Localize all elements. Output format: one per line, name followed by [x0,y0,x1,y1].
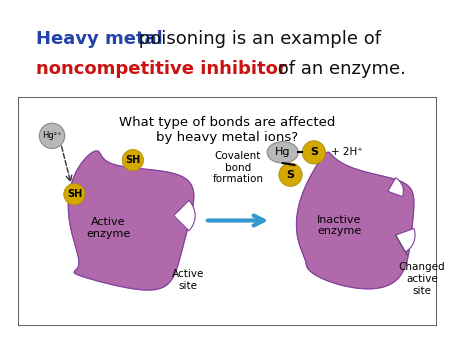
Ellipse shape [267,142,298,163]
Text: poisoning is an example of: poisoning is an example of [133,30,381,48]
Text: noncompetitive inhibitor: noncompetitive inhibitor [36,60,287,78]
Text: What type of bonds are affected
by heavy metal ions?: What type of bonds are affected by heavy… [119,116,335,144]
Text: Hg²⁺: Hg²⁺ [42,131,62,140]
Circle shape [40,123,65,148]
Wedge shape [388,178,403,197]
Polygon shape [68,151,194,290]
Text: Changed
active
site: Changed active site [399,262,445,295]
Text: S: S [287,170,294,180]
Wedge shape [174,200,195,231]
Text: + 2H⁺: + 2H⁺ [331,147,363,158]
Text: SH: SH [67,189,82,199]
Text: of an enzyme.: of an enzyme. [272,60,406,78]
FancyBboxPatch shape [18,97,436,325]
Circle shape [279,163,302,187]
Text: SH: SH [125,155,140,165]
Circle shape [122,149,144,171]
Wedge shape [396,228,415,252]
Text: Active
enzyme: Active enzyme [86,217,130,239]
Text: S: S [310,147,318,158]
Circle shape [302,141,325,164]
Text: Inactive
enzyme: Inactive enzyme [317,215,361,236]
Text: Heavy metal: Heavy metal [36,30,163,48]
Polygon shape [297,152,414,289]
Text: Active
site: Active site [172,269,204,291]
Text: Hg: Hg [275,147,291,158]
Circle shape [64,184,85,205]
Text: Covalent
bond
formation: Covalent bond formation [212,151,263,185]
